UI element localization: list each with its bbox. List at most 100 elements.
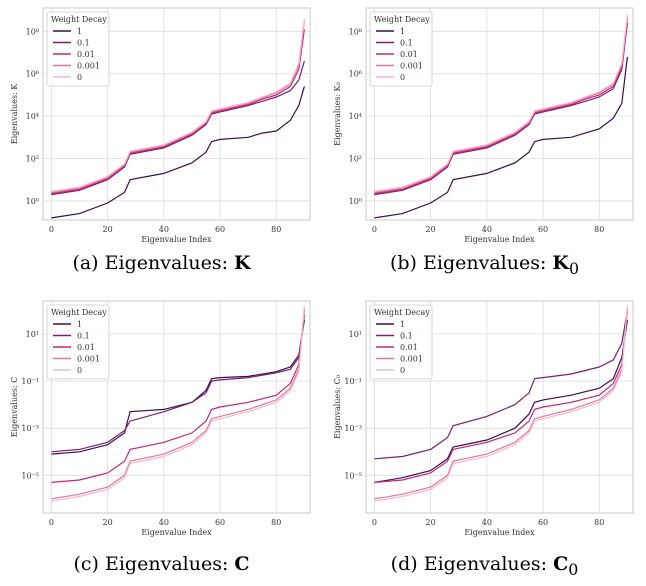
panel-a: 0 20 40 60 80 10⁰ 10² 10⁴ 10⁶ 10⁸ Eigenvalue Index… [0, 0, 323, 293]
c-x-tick-20: 20 [103, 518, 113, 527]
d-series-line-0.01 [374, 310, 628, 483]
caption-b-prefix: (b) Eigenvalues: [389, 252, 553, 274]
d-legend-label-1: 1 [400, 320, 405, 329]
c-legend-title: Weight Decay [51, 308, 107, 317]
c-series-line-0 [51, 305, 305, 502]
b-y-tick-0: 10⁰ [349, 197, 362, 206]
d-x-tick-40: 40 [482, 518, 492, 527]
a-series-line-0 [51, 18, 305, 192]
d-legend-label-0.001: 0.001 [400, 355, 423, 364]
d-legend-title: Weight Decay [374, 308, 430, 317]
caption-b-symbol: K [552, 252, 569, 274]
caption-d: (d) Eigenvalues: C0 [323, 553, 646, 579]
d-legend-label-0: 0 [400, 366, 405, 375]
d-x-tick-0: 0 [372, 518, 377, 527]
a-x-tick-60: 60 [215, 225, 225, 234]
b-legend-label-0: 0 [400, 73, 405, 82]
panel-c: 0 20 40 60 80 10⁻⁵ 10⁻³ 10⁻¹ 10¹ Eigenvalue Index… [0, 293, 323, 586]
d-y-tick-2: 10⁻¹ [344, 377, 362, 386]
a-y-tick-0: 10⁰ [26, 197, 39, 206]
a-legend-label-1: 1 [77, 27, 82, 36]
b-x-tick-20: 20 [426, 225, 436, 234]
a-y-tick-1: 10² [26, 155, 39, 164]
d-x-tick-80: 80 [594, 518, 604, 527]
d-y-tick-0: 10⁻⁵ [344, 471, 362, 480]
d-x-tick-60: 60 [538, 518, 548, 527]
b-series-line-0 [374, 14, 628, 192]
a-x-tick-40: 40 [159, 225, 169, 234]
caption-d-prefix: (d) Eigenvalues: [390, 553, 554, 575]
b-y-tick-2: 10⁴ [349, 112, 362, 121]
c-x-tick-0: 0 [49, 518, 54, 527]
b-legend-label-0.1: 0.1 [400, 39, 413, 48]
b-y-tick-4: 10⁸ [349, 27, 362, 36]
chart-d: 0 20 40 60 80 10⁻⁵ 10⁻³ 10⁻¹ 10¹ Eigenvalue Index… [333, 300, 634, 537]
caption-b-sub: 0 [568, 258, 580, 278]
a-legend-label-0: 0 [77, 73, 82, 82]
b-x-tick-60: 60 [538, 225, 548, 234]
c-x-tick-40: 40 [159, 518, 169, 527]
a-legend-label-0.01: 0.01 [77, 50, 95, 59]
chart-a: 0 20 40 60 80 10⁰ 10² 10⁴ 10⁶ 10⁸ Eigenvalue Index… [10, 7, 311, 244]
c-series-line-0.01 [51, 310, 305, 483]
c-legend-label-0: 0 [77, 366, 82, 375]
d-series-line-0.1 [374, 310, 628, 460]
d-x-tick-20: 20 [426, 518, 436, 527]
c-series-line-0.1 [51, 315, 305, 453]
c-legend-label-1: 1 [77, 320, 82, 329]
a-x-axis-label: Eigenvalue Index [141, 235, 212, 244]
caption-c-symbol: C [234, 553, 250, 575]
c-x-axis-label: Eigenvalue Index [141, 528, 212, 537]
d-legend-label-0.01: 0.01 [400, 343, 418, 352]
caption-d-sub: 0 [568, 559, 579, 579]
caption-a-prefix: (a) Eigenvalues: [72, 252, 235, 274]
a-x-tick-20: 20 [103, 225, 113, 234]
b-legend-label-0.01: 0.01 [400, 50, 418, 59]
c-y-tick-0: 10⁻⁵ [21, 471, 39, 480]
a-x-tick-80: 80 [271, 225, 281, 234]
b-legend-title: Weight Decay [374, 15, 430, 24]
c-legend-label-0.01: 0.01 [77, 343, 95, 352]
chart-c: 0 20 40 60 80 10⁻⁵ 10⁻³ 10⁻¹ 10¹ Eigenvalue Index… [10, 300, 311, 537]
a-x-tick-0: 0 [49, 225, 54, 234]
d-y-tick-1: 10⁻³ [344, 424, 362, 433]
b-y-axis-label: Eigenvalues: K₀ [333, 82, 342, 146]
a-y-tick-4: 10⁸ [26, 27, 39, 36]
b-y-tick-3: 10⁶ [349, 70, 362, 79]
a-y-tick-3: 10⁶ [26, 70, 39, 79]
caption-c: (c) Eigenvalues: C [0, 553, 323, 579]
c-legend-label-0.1: 0.1 [77, 332, 90, 341]
b-y-tick-1: 10² [349, 155, 362, 164]
b-legend-label-0.001: 0.001 [400, 62, 423, 71]
b-x-tick-0: 0 [372, 225, 377, 234]
d-legend-label-0.1: 0.1 [400, 332, 413, 341]
b-series-line-1 [374, 56, 628, 219]
c-series-line-0.001 [51, 308, 305, 500]
a-y-axis-label: Eigenvalues: K [10, 83, 19, 144]
caption-d-symbol: C [553, 553, 569, 575]
caption-a: (a) Eigenvalues: K [0, 252, 323, 278]
c-x-tick-60: 60 [215, 518, 225, 527]
a-series-line-1 [51, 86, 305, 219]
b-x-axis-label: Eigenvalue Index [464, 235, 535, 244]
a-legend-label-0.001: 0.001 [77, 62, 100, 71]
caption-c-prefix: (c) Eigenvalues: [73, 553, 235, 575]
caption-a-symbol: K [234, 252, 251, 274]
d-series-line-0 [374, 305, 628, 502]
chart-b: 0 20 40 60 80 10⁰ 10² 10⁴ 10⁶ 10⁸ Eigenvalue Index… [333, 7, 634, 244]
c-series-line-1 [51, 319, 305, 455]
c-y-tick-1: 10⁻³ [21, 424, 39, 433]
a-legend-title: Weight Decay [51, 15, 107, 24]
a-y-tick-2: 10⁴ [26, 112, 39, 121]
c-y-tick-3: 10¹ [26, 330, 39, 339]
c-y-axis-label: Eigenvalues: C [10, 377, 19, 438]
panel-b: 0 20 40 60 80 10⁰ 10² 10⁴ 10⁶ 10⁸ Eigenvalue Index… [323, 0, 646, 293]
a-legend-label-0.1: 0.1 [77, 39, 90, 48]
b-x-tick-40: 40 [482, 225, 492, 234]
c-legend-label-0.001: 0.001 [77, 355, 100, 364]
d-y-axis-label: Eigenvalues: C₀ [333, 375, 342, 439]
c-x-tick-80: 80 [271, 518, 281, 527]
b-legend-label-1: 1 [400, 27, 405, 36]
d-x-axis-label: Eigenvalue Index [464, 528, 535, 537]
d-series-line-1 [374, 319, 628, 483]
